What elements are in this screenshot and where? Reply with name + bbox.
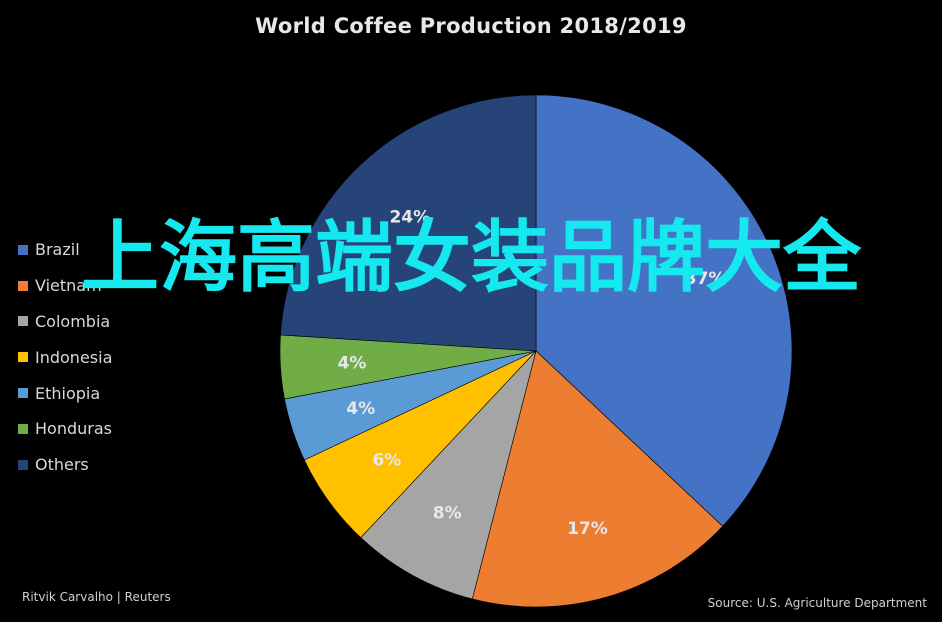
legend-label: Honduras — [35, 419, 112, 439]
legend-swatch — [18, 244, 28, 255]
pie-slice-brazil — [535, 94, 793, 527]
legend-swatch — [18, 280, 28, 291]
legend-item-vietnam: Vietnam — [18, 268, 112, 304]
data-label-others: 24% — [389, 208, 430, 228]
legend-label: Others — [35, 455, 89, 475]
legend-swatch — [18, 423, 28, 434]
data-label-brazil: 37% — [685, 269, 726, 289]
legend-item-honduras: Honduras — [18, 411, 112, 447]
credit-text: Ritvik Carvalho | Reuters — [22, 590, 171, 604]
pie-slice-colombia — [360, 350, 537, 600]
legend: Brazil Vietnam Colombia Indonesia Ethiopia Ho… — [18, 232, 112, 483]
legend-label: Colombia — [35, 311, 111, 331]
data-label-colombia: 8% — [433, 504, 462, 524]
legend-label: Vietnam — [35, 276, 102, 296]
legend-swatch — [18, 459, 28, 470]
pie-slice-others — [280, 94, 537, 352]
legend-label: Ethiopia — [35, 383, 101, 403]
legend-label: Brazil — [35, 240, 80, 260]
chart-title: World Coffee Production 2018/2019 — [255, 14, 687, 38]
legend-label: Indonesia — [35, 347, 113, 367]
legend-item-indonesia: Indonesia — [18, 339, 112, 375]
data-label-honduras: 4% — [338, 354, 367, 374]
legend-item-brazil: Brazil — [18, 232, 112, 268]
legend-item-ethiopia: Ethiopia — [18, 375, 112, 411]
source-text: Source: U.S. Agriculture Department — [707, 596, 927, 610]
legend-swatch — [18, 352, 28, 363]
data-label-ethiopia: 4% — [346, 399, 375, 419]
legend-item-colombia: Colombia — [18, 304, 112, 340]
pie-slice-vietnam — [471, 350, 724, 608]
data-label-vietnam: 17% — [567, 519, 608, 539]
legend-swatch — [18, 388, 28, 399]
data-label-indonesia: 6% — [372, 450, 401, 470]
legend-swatch — [18, 316, 28, 327]
legend-item-others: Others — [18, 447, 112, 483]
